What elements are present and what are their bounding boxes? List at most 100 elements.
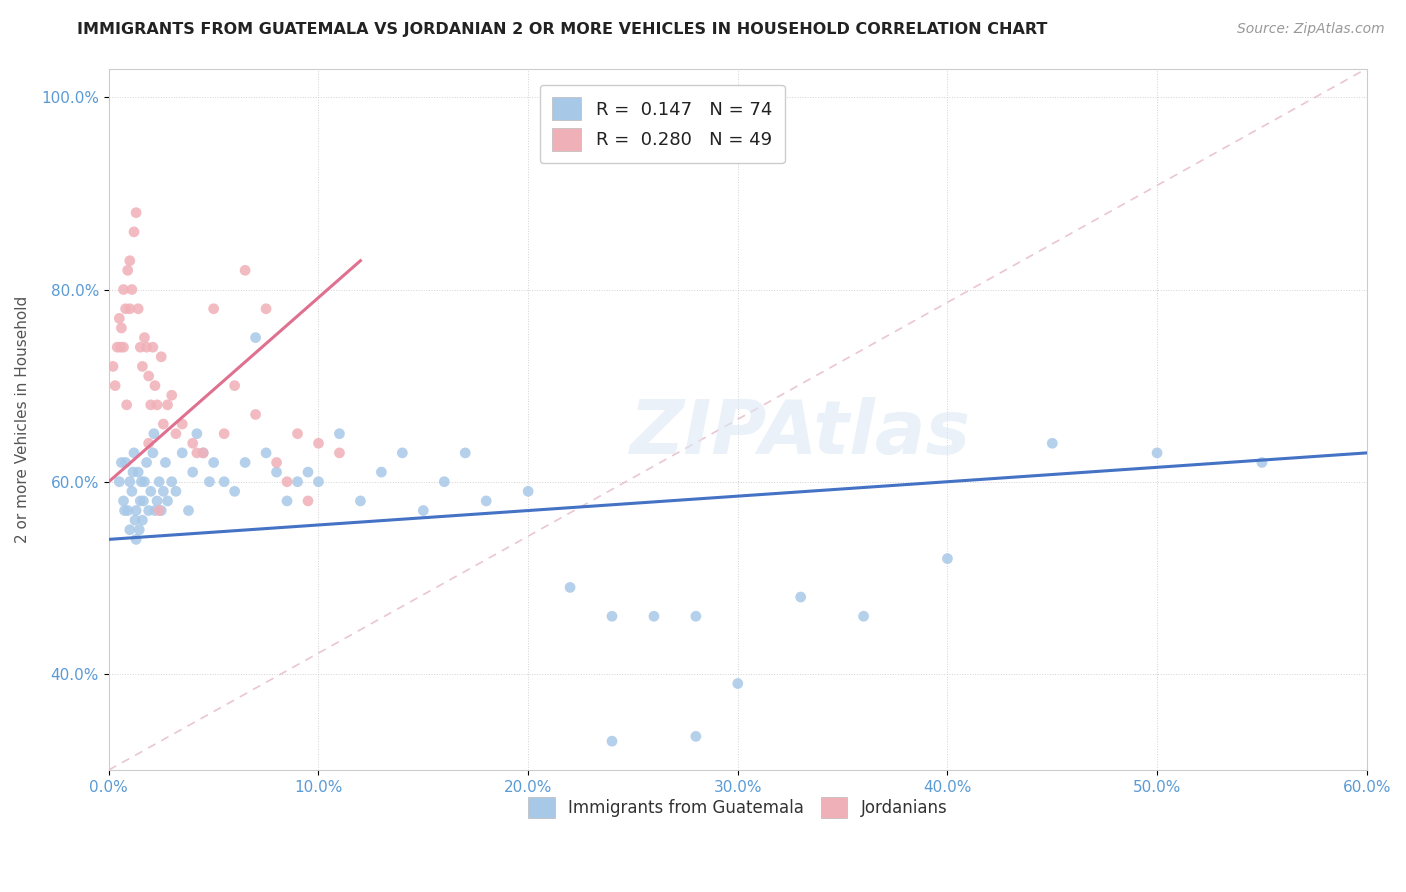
Point (433, 475, 456, 489)
Point (391, 446, 413, 460)
Point (152, 484, 174, 499)
Point (1040, 436, 1063, 450)
Point (212, 475, 235, 489)
Point (276, 475, 298, 489)
Point (287, 475, 309, 489)
Point (134, 475, 156, 489)
Point (160, 475, 183, 489)
Point (138, 369, 160, 384)
Point (202, 455, 225, 469)
Point (172, 446, 194, 460)
Point (129, 340, 152, 354)
Point (852, 609, 875, 624)
Point (308, 436, 330, 450)
Point (152, 417, 174, 431)
Point (193, 446, 215, 460)
Point (600, 734, 623, 748)
Point (104, 378, 127, 392)
Point (600, 609, 623, 624)
Point (245, 330, 267, 344)
Point (101, 359, 124, 374)
Point (146, 494, 169, 508)
Point (181, 465, 204, 479)
Point (125, 533, 148, 547)
Point (202, 301, 225, 316)
Point (328, 426, 350, 441)
Point (181, 436, 204, 450)
Point (110, 455, 132, 469)
Point (142, 446, 165, 460)
Point (114, 455, 136, 469)
Point (276, 494, 298, 508)
Point (328, 446, 350, 460)
Point (727, 676, 749, 690)
Point (297, 465, 319, 479)
Point (1146, 446, 1168, 460)
Point (138, 503, 160, 517)
Point (121, 283, 143, 297)
Point (156, 398, 179, 412)
Point (117, 503, 139, 517)
Point (127, 301, 149, 316)
Point (138, 436, 160, 450)
Point (475, 494, 498, 508)
Point (143, 378, 166, 392)
Point (122, 446, 145, 460)
Point (135, 340, 157, 354)
Point (233, 455, 256, 469)
Point (146, 398, 169, 412)
Point (212, 426, 235, 441)
Point (148, 475, 170, 489)
Point (108, 475, 131, 489)
Point (122, 225, 145, 239)
Point (198, 475, 221, 489)
Point (112, 283, 135, 297)
Point (287, 426, 309, 441)
Point (131, 359, 153, 374)
Point (224, 484, 246, 499)
Point (156, 494, 179, 508)
Point (148, 503, 170, 517)
Point (142, 426, 165, 441)
Point (1251, 455, 1274, 469)
Point (308, 475, 330, 489)
Point (131, 513, 153, 527)
Point (128, 523, 150, 537)
Point (160, 388, 183, 402)
Point (245, 408, 267, 422)
Point (685, 609, 707, 624)
Point (112, 340, 135, 354)
Point (127, 465, 149, 479)
Point (118, 475, 141, 489)
Point (233, 263, 256, 277)
Point (412, 503, 434, 517)
Point (118, 523, 141, 537)
Point (150, 503, 173, 517)
Point (124, 513, 146, 527)
Point (108, 311, 131, 326)
Point (643, 609, 665, 624)
Point (139, 398, 162, 412)
Point (129, 494, 152, 508)
Point (118, 301, 141, 316)
Point (254, 301, 277, 316)
Point (186, 446, 208, 460)
Point (134, 330, 156, 344)
Point (936, 551, 959, 566)
Point (121, 484, 143, 499)
Legend: Immigrants from Guatemala, Jordanians: Immigrants from Guatemala, Jordanians (522, 790, 955, 825)
Point (110, 321, 132, 335)
Point (142, 340, 165, 354)
Point (105, 340, 128, 354)
Point (143, 503, 166, 517)
Point (150, 350, 173, 364)
Y-axis label: 2 or more Vehicles in Household: 2 or more Vehicles in Household (15, 295, 30, 543)
Point (685, 730, 707, 744)
Point (125, 503, 148, 517)
Point (517, 484, 540, 499)
Point (139, 484, 162, 499)
Point (297, 494, 319, 508)
Point (224, 378, 246, 392)
Point (115, 398, 138, 412)
Point (114, 503, 136, 517)
